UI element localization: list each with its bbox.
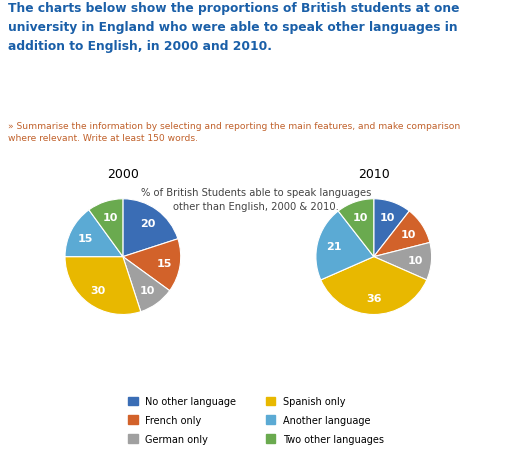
Text: 21: 21 (326, 242, 341, 252)
Text: 10: 10 (140, 285, 155, 296)
Text: 20: 20 (140, 218, 155, 229)
Text: 10: 10 (379, 213, 395, 223)
Wedge shape (89, 199, 123, 257)
Wedge shape (123, 257, 169, 312)
Wedge shape (374, 212, 430, 257)
Text: 10: 10 (408, 256, 423, 266)
Text: 30: 30 (91, 285, 106, 296)
Text: 36: 36 (366, 294, 381, 304)
Text: The charts below show the proportions of British students at one
university in E: The charts below show the proportions of… (8, 2, 459, 53)
Text: 10: 10 (401, 230, 416, 239)
Text: 10: 10 (102, 212, 118, 222)
Wedge shape (316, 212, 374, 280)
Wedge shape (123, 199, 178, 257)
Wedge shape (65, 210, 123, 257)
Text: % of British Students able to speak languages
other than English, 2000 & 2010.: % of British Students able to speak lang… (141, 187, 371, 211)
Title: 2010: 2010 (358, 168, 390, 181)
Wedge shape (65, 257, 141, 315)
Wedge shape (321, 257, 426, 315)
Wedge shape (123, 239, 181, 291)
Wedge shape (338, 199, 374, 257)
Text: 10: 10 (353, 213, 368, 223)
Wedge shape (374, 199, 409, 257)
Text: » Summarise the information by selecting and reporting the main features, and ma: » Summarise the information by selecting… (8, 122, 460, 143)
Text: 15: 15 (156, 258, 172, 268)
Title: 2000: 2000 (107, 168, 139, 181)
Wedge shape (374, 243, 432, 280)
Text: 15: 15 (78, 233, 94, 243)
Legend: No other language, French only, German only, Spanish only, Another language, Two: No other language, French only, German o… (128, 396, 384, 444)
